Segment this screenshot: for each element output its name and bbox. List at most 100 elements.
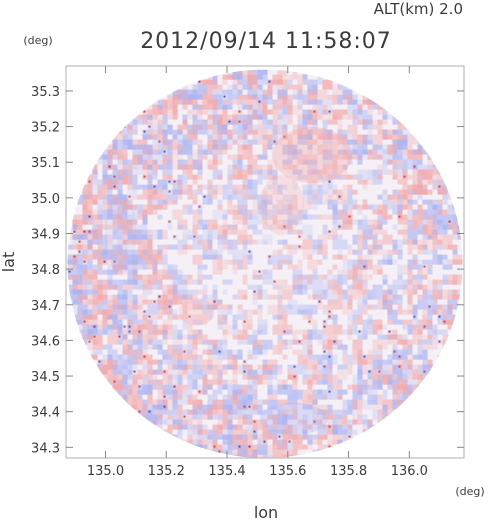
radar-cell xyxy=(152,144,158,155)
radar-cell xyxy=(432,289,443,300)
radar-cell xyxy=(97,369,108,375)
radar-cell xyxy=(232,324,238,335)
radar-cell xyxy=(312,454,318,459)
radar-cell xyxy=(432,239,438,250)
radar-speck xyxy=(253,420,256,423)
radar-cell xyxy=(402,224,413,230)
radar-cell xyxy=(277,419,283,430)
radar-cell xyxy=(437,339,448,345)
radar-cell xyxy=(307,254,313,260)
radar-cell xyxy=(222,229,228,235)
radar-cell xyxy=(342,414,348,425)
radar-cell xyxy=(412,334,423,345)
radar-cell xyxy=(157,204,168,210)
radar-cell xyxy=(367,259,373,270)
radar-cell xyxy=(147,339,153,345)
radar-cell xyxy=(322,434,333,440)
radar-cell xyxy=(287,259,293,270)
radar-cell xyxy=(117,139,123,150)
radar-cell xyxy=(367,419,373,430)
radar-cell xyxy=(237,449,248,459)
radar-cell xyxy=(227,139,233,145)
plot-frame xyxy=(65,65,465,459)
radar-cell xyxy=(112,389,118,395)
radar-cell xyxy=(432,309,443,315)
radar-cell xyxy=(397,394,408,400)
radar-cell xyxy=(367,314,373,320)
radar-cell xyxy=(127,199,133,205)
radar-cell xyxy=(447,344,458,350)
radar-cell xyxy=(212,109,218,115)
radar-speck xyxy=(153,185,156,188)
radar-cell xyxy=(337,149,348,155)
radar-cell xyxy=(362,134,373,140)
radar-cell xyxy=(287,424,293,430)
radar-cell xyxy=(252,409,263,415)
radar-cell xyxy=(202,239,213,250)
radar-cell xyxy=(277,404,283,415)
radar-cell xyxy=(362,309,368,315)
y-tick-label: 35.0 xyxy=(31,192,60,207)
radar-cell xyxy=(142,134,153,140)
radar-cell xyxy=(292,169,303,175)
radar-cell xyxy=(302,239,313,250)
radar-cell xyxy=(157,379,163,385)
radar-cell xyxy=(292,269,303,280)
radar-speck xyxy=(378,100,381,103)
radar-cell xyxy=(152,369,163,375)
radar-speck xyxy=(198,390,201,393)
radar-cell xyxy=(157,199,168,205)
radar-speck xyxy=(148,410,151,413)
radar-cell xyxy=(87,204,93,215)
radar-cell xyxy=(172,439,183,450)
radar-speck xyxy=(423,370,426,373)
radar-cell xyxy=(192,304,203,310)
radar-cell xyxy=(152,154,163,160)
radar-speck xyxy=(413,165,416,168)
radar-cell xyxy=(197,419,203,430)
radar-cell xyxy=(387,414,398,425)
radar-cell xyxy=(312,159,318,165)
radar-cell xyxy=(142,144,153,155)
radar-cell xyxy=(187,354,198,360)
radar-cell xyxy=(197,269,203,275)
radar-cell xyxy=(92,219,103,230)
radar-cell xyxy=(452,244,458,250)
radar-cell xyxy=(197,264,208,270)
radar-cell xyxy=(222,139,228,150)
radar-cell xyxy=(147,154,153,165)
radar-cell xyxy=(372,99,378,110)
radar-cell xyxy=(177,289,188,300)
radar-cell xyxy=(442,259,453,270)
radar-cell xyxy=(277,299,283,310)
radar-cell xyxy=(242,384,248,395)
radar-cell xyxy=(352,329,358,335)
radar-cell xyxy=(422,184,428,190)
radar-cell xyxy=(192,424,203,430)
radar-cell xyxy=(347,184,353,190)
radar-cell xyxy=(182,164,193,170)
radar-cells xyxy=(67,69,463,459)
radar-cell xyxy=(267,389,278,395)
radar-cell xyxy=(157,304,163,310)
radar-cell xyxy=(147,424,153,435)
radar-cell xyxy=(222,399,233,410)
radar-cell xyxy=(177,404,183,410)
radar-cell xyxy=(182,174,188,180)
radar-cell xyxy=(277,314,288,325)
radar-cell xyxy=(342,409,353,415)
radar-cell xyxy=(432,284,443,290)
radar-speck xyxy=(293,365,296,368)
radar-cell xyxy=(217,244,223,255)
radar-cell xyxy=(422,229,428,235)
radar-cell xyxy=(317,379,328,385)
radar-cell xyxy=(402,169,408,180)
radar-cell xyxy=(382,234,393,245)
radar-speck xyxy=(93,335,96,338)
radar-cell xyxy=(347,219,353,230)
radar-cell xyxy=(342,329,353,335)
radar-cell xyxy=(327,294,338,305)
radar-cell xyxy=(217,309,228,320)
radar-cell xyxy=(272,109,278,115)
radar-cell xyxy=(257,204,268,215)
